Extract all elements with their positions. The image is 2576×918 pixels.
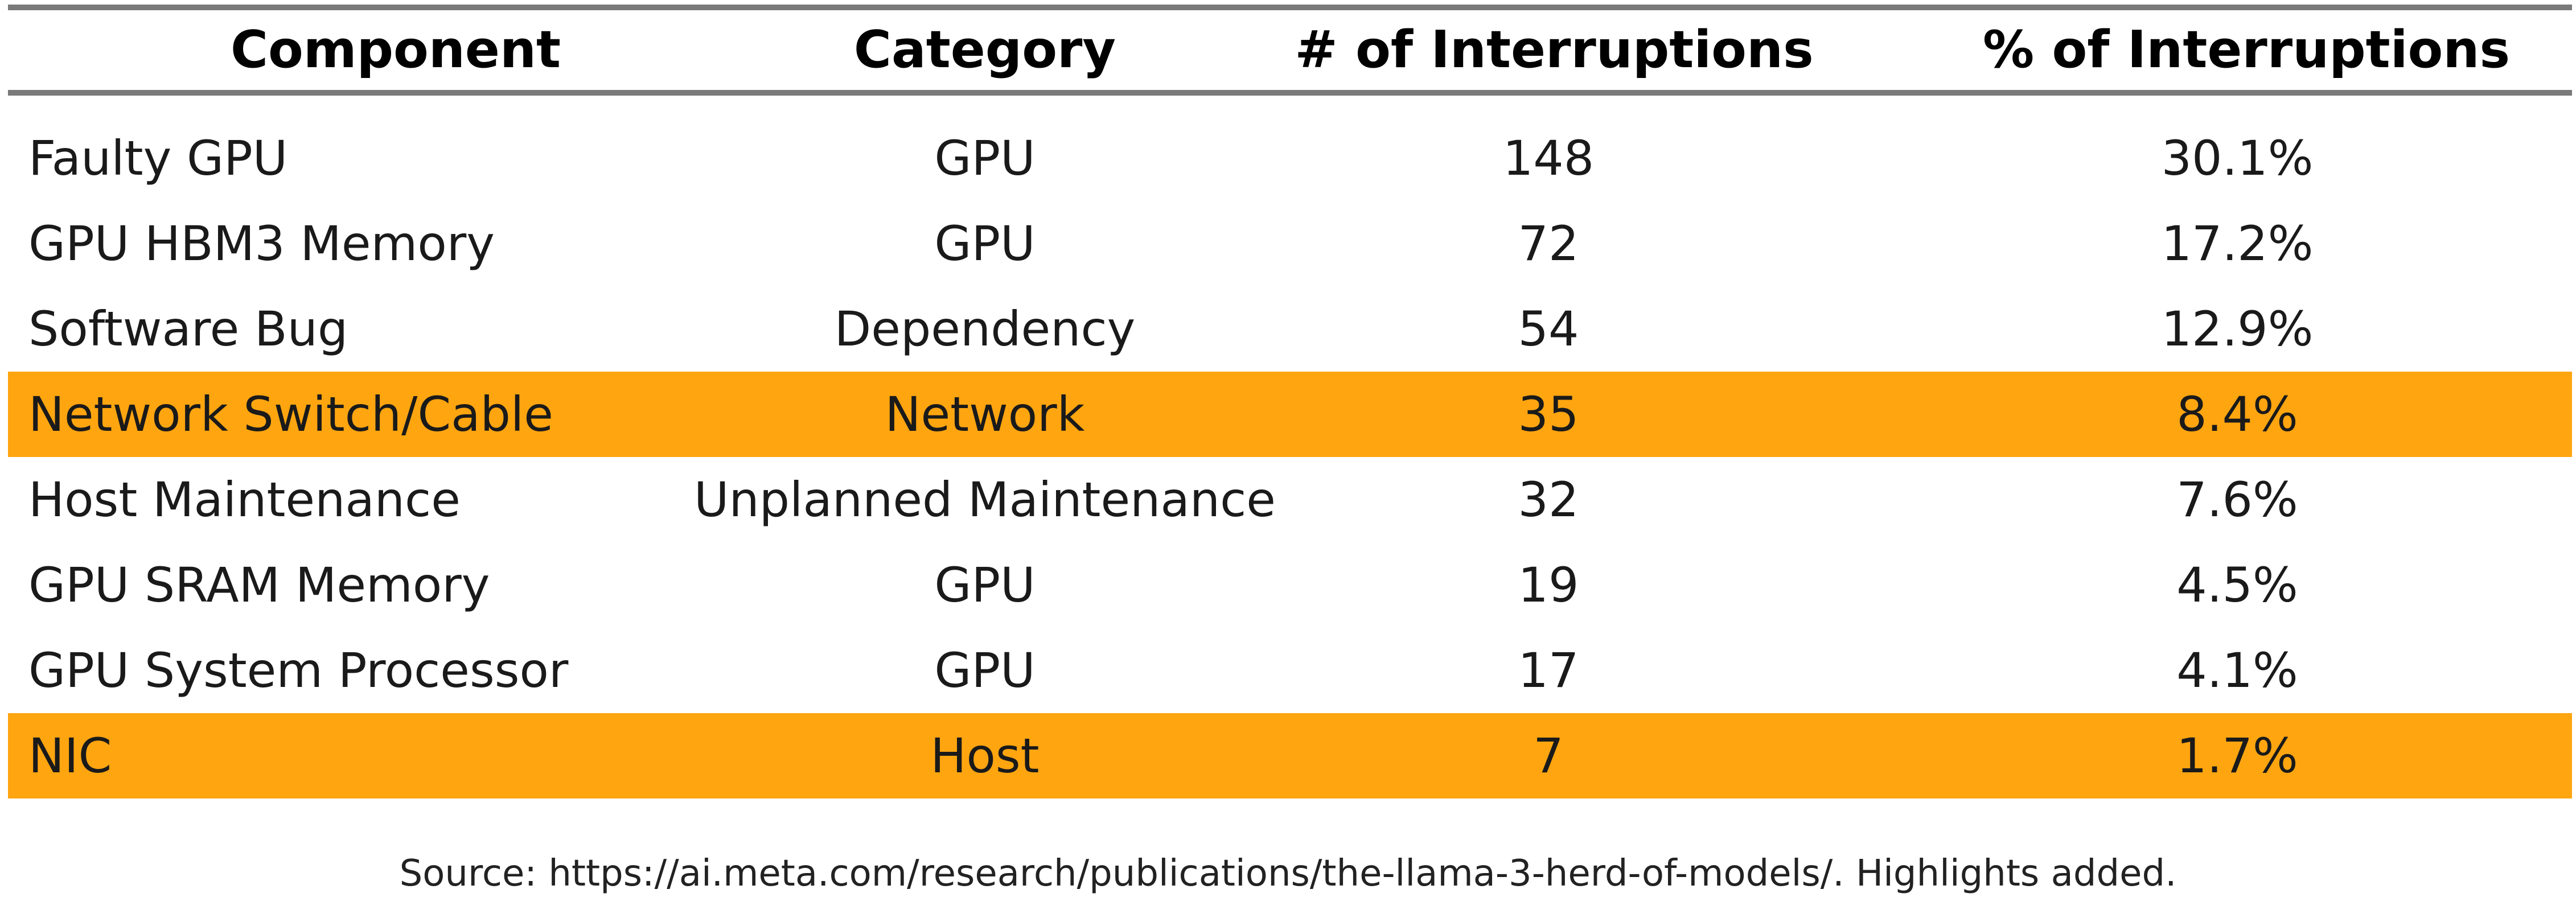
cell-category: Dependency bbox=[834, 301, 1136, 357]
cell-count: 72 bbox=[1518, 216, 1579, 271]
cell-category: GPU bbox=[934, 130, 1036, 186]
cell-count: 148 bbox=[1502, 130, 1595, 186]
table-row: GPU System Processor GPU 17 4.1% bbox=[8, 628, 2572, 713]
cell-category: GPU bbox=[934, 643, 1036, 698]
cell-component: NIC bbox=[28, 728, 112, 784]
cell-component: Faulty GPU bbox=[28, 130, 288, 186]
cell-count: 17 bbox=[1518, 643, 1579, 698]
cell-component: Host Maintenance bbox=[28, 472, 461, 528]
cell-percent: 4.1% bbox=[2176, 643, 2298, 698]
cell-count: 35 bbox=[1518, 386, 1579, 442]
cell-category: Unplanned Maintenance bbox=[694, 472, 1276, 528]
cell-count: 7 bbox=[1533, 728, 1564, 784]
cell-count: 54 bbox=[1518, 301, 1579, 357]
cell-component: GPU System Processor bbox=[28, 643, 569, 698]
source-caption: Source: https://ai.meta.com/research/pub… bbox=[399, 853, 2177, 895]
header-component: Component bbox=[230, 20, 561, 80]
header-category: Category bbox=[853, 20, 1116, 80]
table-row: Faulty GPU GPU 148 30.1% bbox=[8, 116, 2572, 201]
table-row-highlighted: Network Switch/Cable Network 35 8.4% bbox=[8, 372, 2572, 457]
cell-component: Network Switch/Cable bbox=[28, 386, 553, 442]
cell-count: 19 bbox=[1518, 557, 1579, 613]
cell-percent: 17.2% bbox=[2161, 216, 2314, 271]
header-interruption-percent: % of Interruptions bbox=[1982, 20, 2511, 80]
cell-percent: 8.4% bbox=[2176, 386, 2298, 442]
table-row-highlighted: NIC Host 7 1.7% bbox=[8, 713, 2572, 798]
table-row: Host Maintenance Unplanned Maintenance 3… bbox=[8, 457, 2572, 542]
table-header-row: Component Category # of Interruptions % … bbox=[0, 10, 2576, 90]
cell-percent: 4.5% bbox=[2176, 557, 2298, 613]
cell-component: GPU SRAM Memory bbox=[28, 557, 490, 613]
cell-percent: 30.1% bbox=[2161, 130, 2314, 186]
cell-percent: 1.7% bbox=[2176, 728, 2298, 784]
table-top-rule bbox=[8, 5, 2572, 10]
table-header-rule bbox=[8, 90, 2572, 96]
cell-category: GPU bbox=[934, 216, 1036, 271]
table-row: Software Bug Dependency 54 12.9% bbox=[8, 286, 2572, 372]
cell-component: Software Bug bbox=[28, 301, 348, 357]
table-row: GPU SRAM Memory GPU 19 4.5% bbox=[8, 542, 2572, 628]
cell-percent: 7.6% bbox=[2176, 472, 2298, 528]
cell-category: Host bbox=[930, 728, 1040, 784]
cell-component: GPU HBM3 Memory bbox=[28, 216, 495, 271]
cell-category: Network bbox=[885, 386, 1085, 442]
cell-count: 32 bbox=[1518, 472, 1579, 528]
cell-category: GPU bbox=[934, 557, 1036, 613]
table-row: GPU HBM3 Memory GPU 72 17.2% bbox=[8, 201, 2572, 286]
cell-percent: 12.9% bbox=[2161, 301, 2314, 357]
header-interruption-count: # of Interruptions bbox=[1295, 20, 1814, 80]
